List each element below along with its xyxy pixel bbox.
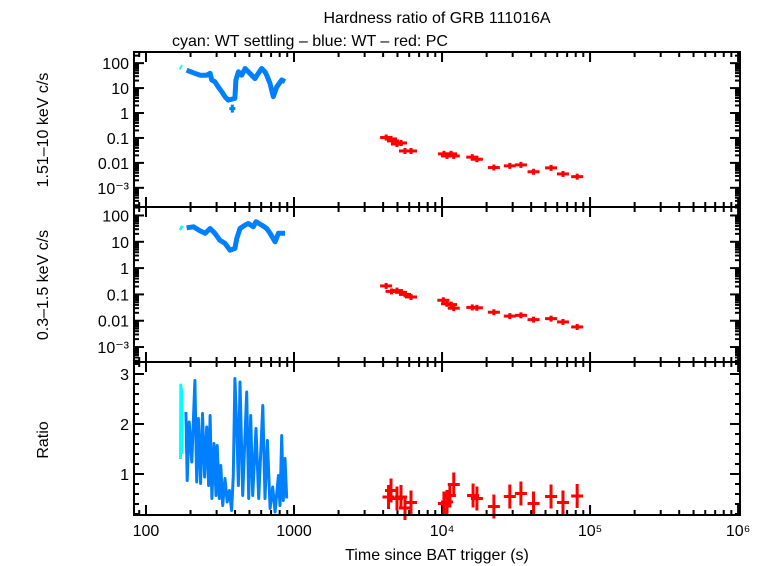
bottom-wt-series <box>184 377 289 514</box>
x-tick-label: 10⁴ <box>430 523 455 540</box>
bottom-y-tick-label: 3 <box>120 367 129 384</box>
middle-y-tick-label: 1 <box>120 261 129 278</box>
x-axis-label: Time since BAT trigger (s) <box>345 547 529 564</box>
chart-subtitle: cyan: WT settling – blue: WT – red: PC <box>172 33 448 50</box>
top-wt-series <box>185 66 287 103</box>
top-y-tick-label: 0.1 <box>107 131 129 148</box>
top-y-tick-label: 10 <box>111 81 129 98</box>
middle-wt-series <box>186 219 285 253</box>
top-y-tick-label: 0.01 <box>98 156 129 173</box>
top-y-tick-label: 100 <box>102 56 129 73</box>
x-tick-label: 10⁵ <box>578 523 602 540</box>
bottom-y-tick-label: 2 <box>120 417 129 434</box>
top-panel-frame <box>133 51 741 208</box>
y-axis-label-top: 1.51–10 keV c/s <box>35 73 52 188</box>
top-y-tick-label: 10⁻³ <box>97 181 129 198</box>
middle-y-tick-label: 0.01 <box>98 314 129 331</box>
middle-y-tick-label: 10⁻³ <box>97 340 129 357</box>
y-axis-label-bottom: Ratio <box>35 421 52 458</box>
x-tick-label: 1000 <box>276 523 312 540</box>
bottom-wt-settling-series <box>179 383 184 460</box>
x-tick-label: 10⁶ <box>726 523 750 540</box>
middle-y-tick-label: 100 <box>102 208 129 225</box>
bottom-y-tick-label: 1 <box>120 467 129 484</box>
middle-y-tick-label: 10 <box>111 235 129 252</box>
top-wt-settling-series <box>178 64 183 70</box>
y-axis-label-middle: 0.3–1.5 keV c/s <box>35 230 52 340</box>
middle-y-tick-label: 0.1 <box>107 287 129 304</box>
middle-wt-settling-series <box>178 225 184 231</box>
chart-title: Hardness ratio of GRB 111016A <box>323 10 550 27</box>
middle-panel-frame <box>133 206 741 363</box>
bottom-panel-frame <box>133 361 741 516</box>
x-tick-label: 100 <box>133 523 160 540</box>
top-y-tick-label: 1 <box>120 106 129 123</box>
